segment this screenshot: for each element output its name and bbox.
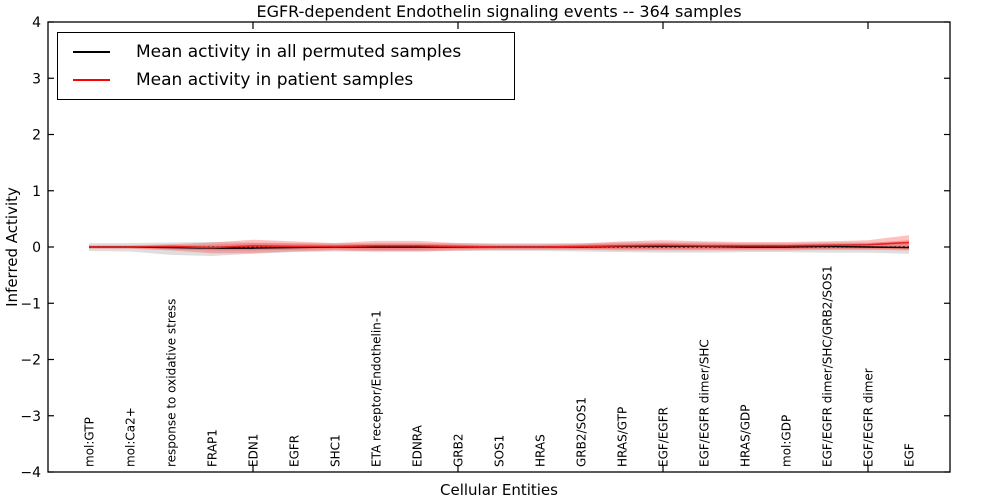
x-category-label: EGFR <box>288 435 302 467</box>
x-category-label: EGF/EGFR <box>657 407 671 467</box>
x-category-label: mol:Ca2+ <box>124 407 138 467</box>
y-tick-label: 1 <box>32 184 41 200</box>
chart-title: EGFR-dependent Endothelin signaling even… <box>256 2 742 21</box>
x-category-label: GRB2/SOS1 <box>575 397 589 467</box>
y-tick-label: 4 <box>32 15 41 31</box>
y-axis-title: Inferred Activity <box>3 187 21 307</box>
x-category-label: SHC1 <box>329 434 343 467</box>
legend-label-permuted: Mean activity in all permuted samples <box>136 41 462 62</box>
patient-mean-line <box>89 241 910 249</box>
x-category-label: mol:GDP <box>780 415 794 467</box>
x-category-label: EDN1 <box>247 434 261 467</box>
x-category-label: HRAS/GTP <box>616 407 630 467</box>
x-category-label: FRAP1 <box>206 429 220 467</box>
x-category-label: mol:GTP <box>83 417 97 467</box>
patient-band-outer <box>89 235 909 254</box>
x-category-label: EGF/EGFR dimer/SHC <box>698 339 712 467</box>
legend-red-line-swatch <box>73 78 110 81</box>
y-tick-label: −1 <box>20 296 41 312</box>
x-category-label: SOS1 <box>493 435 507 467</box>
y-tick-label: 2 <box>32 128 41 144</box>
legend: Mean activity in all permuted samples Me… <box>57 32 515 100</box>
x-category-label: HRAS/GDP <box>739 404 753 467</box>
x-category-label: EDNRA <box>411 424 425 467</box>
x-category-label: EGF/EGFR dimer/SHC/GRB2/SOS1 <box>821 265 835 467</box>
x-category-label: EGF <box>903 443 917 467</box>
x-category-label: HRAS <box>534 434 548 467</box>
legend-entry-permuted: Mean activity in all permuted samples <box>73 43 514 62</box>
x-category-label: response to oxidative stress <box>165 299 179 467</box>
x-category-label: GRB2 <box>452 433 466 467</box>
y-tick-label: 0 <box>32 240 41 256</box>
y-tick-label: −4 <box>20 465 41 481</box>
legend-entry-patient: Mean activity in patient samples <box>73 69 514 90</box>
legend-black-line-swatch <box>73 51 110 54</box>
legend-label-patient: Mean activity in patient samples <box>136 69 414 90</box>
x-category-label: ETA receptor/Endothelin-1 <box>370 310 384 467</box>
x-axis-title: Cellular Entities <box>440 481 558 499</box>
y-tick-label: 3 <box>32 71 41 87</box>
y-tick-label: −2 <box>20 353 41 369</box>
x-category-label: EGF/EGFR dimer <box>862 368 876 467</box>
y-tick-label: −3 <box>20 409 41 425</box>
